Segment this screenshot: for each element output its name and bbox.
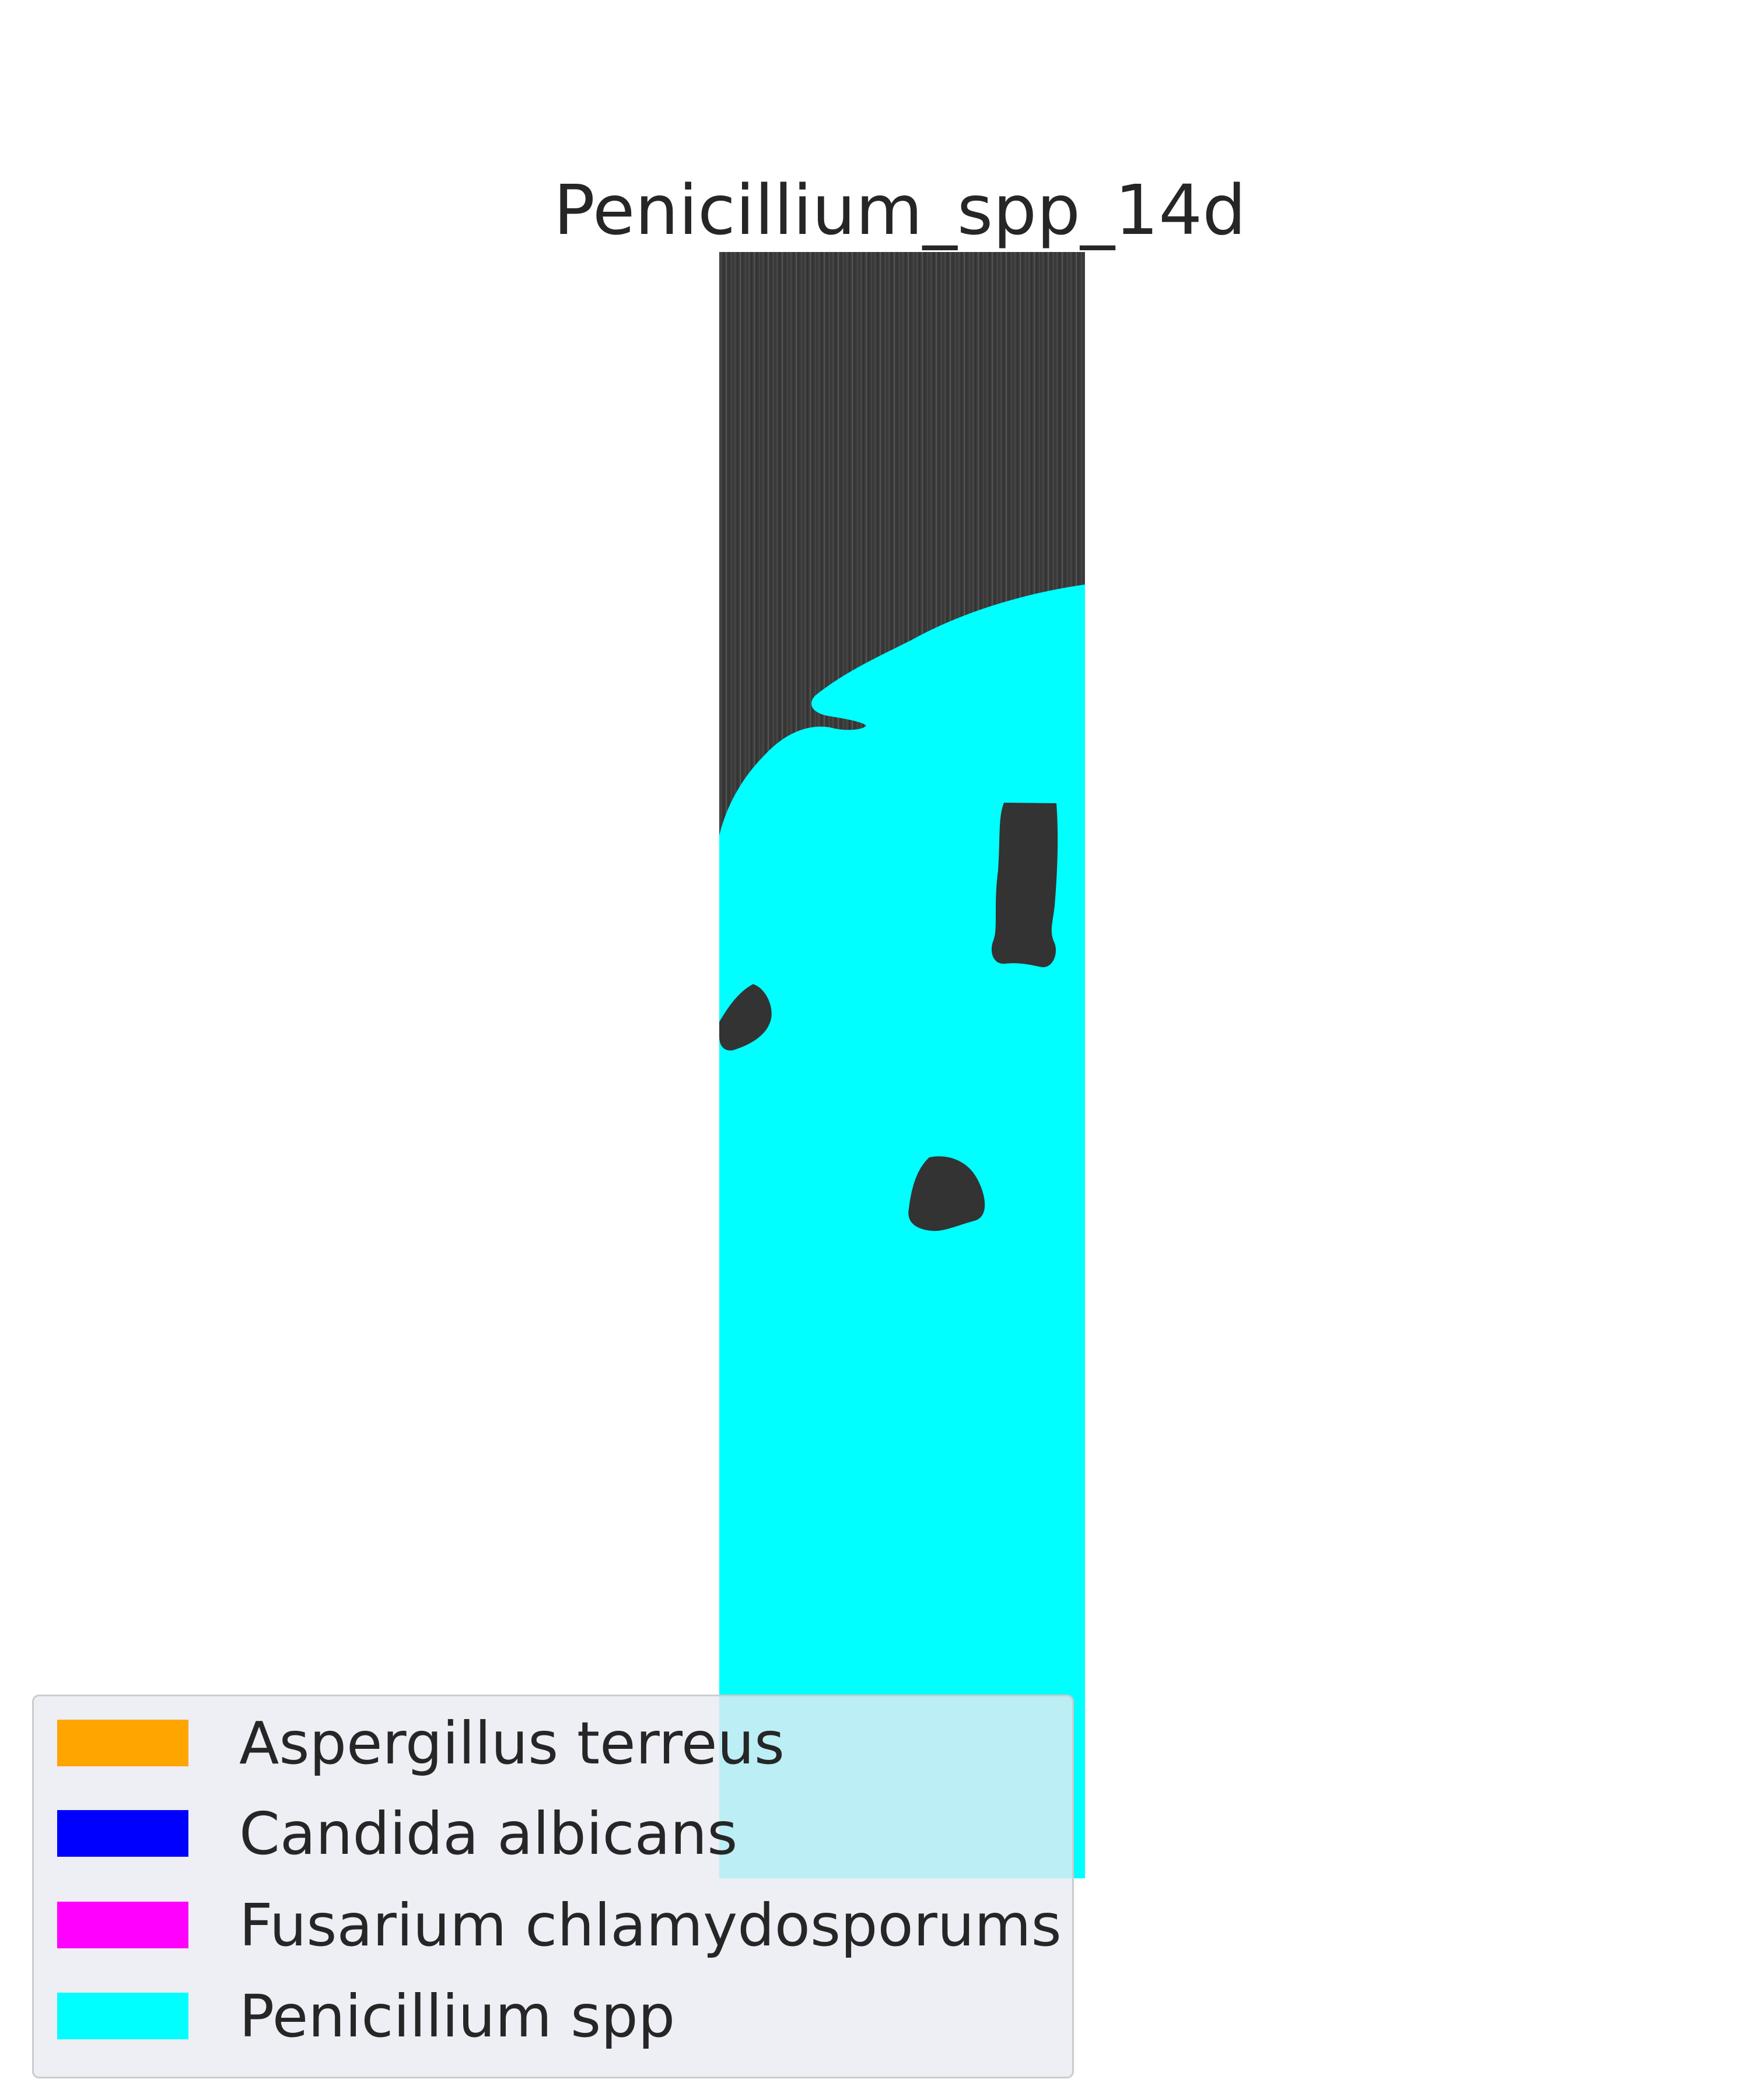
figure-title: Penicillium_spp_14d <box>553 170 1247 250</box>
legend-entry: Fusarium chlamydosporums <box>34 1878 1072 1958</box>
legend-entry: Penicillium spp <box>34 1969 1072 2049</box>
tissue-patch <box>719 984 772 1051</box>
segmentation-map-image <box>719 252 1085 1878</box>
legend-swatch <box>57 1993 188 2039</box>
legend-entry: Aspergillus terreus <box>34 1696 1072 1776</box>
tissue-patch <box>908 1156 985 1231</box>
legend-label: Aspergillus terreus <box>239 1709 785 1777</box>
legend-label: Penicillium spp <box>239 1982 676 2050</box>
penicillium-region <box>719 584 1085 1878</box>
legend-swatch <box>57 1720 188 1766</box>
legend-swatch <box>57 1902 188 1948</box>
tissue-patch <box>991 803 1058 968</box>
legend-box: Aspergillus terreus Candida albicans Fus… <box>32 1695 1074 2078</box>
legend-label: Fusarium chlamydosporums <box>239 1891 1062 1959</box>
legend-swatch <box>57 1810 188 1857</box>
legend-entry: Candida albicans <box>34 1787 1072 1866</box>
legend-label: Candida albicans <box>239 1800 738 1868</box>
